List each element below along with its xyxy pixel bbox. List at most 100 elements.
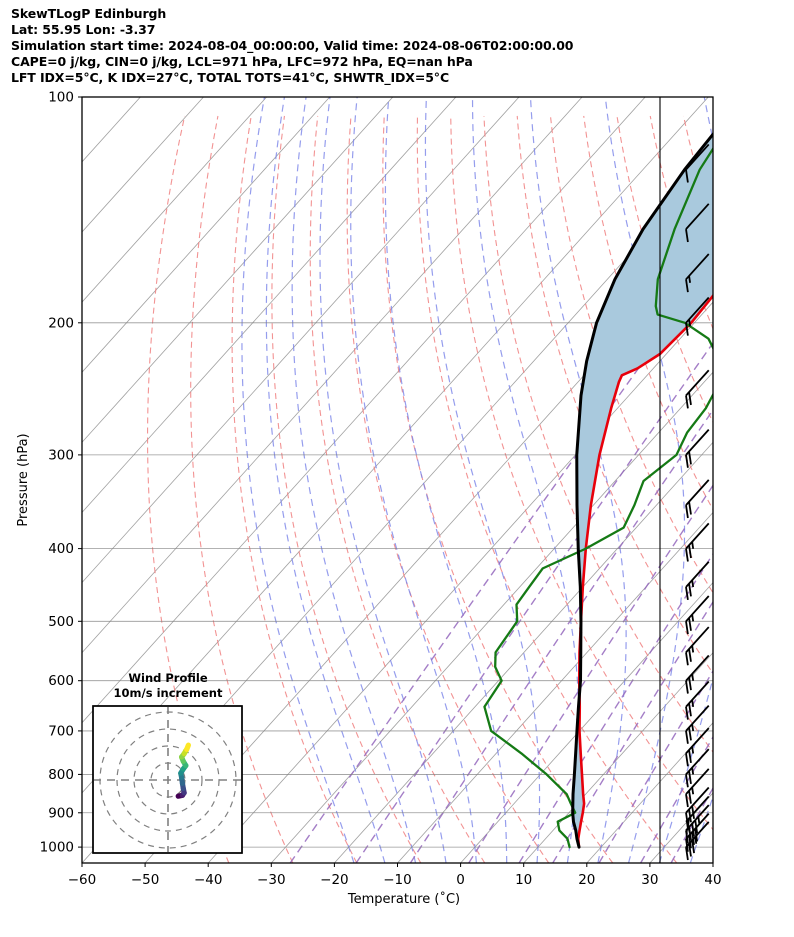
stability-indices-line: LFT IDX=5°C, K IDX=27°C, TOTAL TOTS=41°C… (11, 70, 450, 85)
dry-adiabat-50 (483, 115, 713, 753)
dry-adiabat-70 (549, 115, 713, 594)
temperature-tick-label: 20 (578, 872, 595, 888)
barb-full (688, 703, 692, 717)
dry-adiabat-0 (309, 115, 486, 863)
wind-barb (685, 654, 710, 694)
barb-full (685, 706, 689, 720)
barb-full (688, 843, 692, 857)
barb-half (691, 645, 695, 653)
temperature-line (571, 131, 713, 849)
dry-adiabat-lines (147, 115, 794, 863)
barb-full (691, 805, 695, 819)
wind-barb (685, 768, 710, 808)
pressure-tick-label: 400 (48, 541, 74, 557)
barb-shaft (685, 479, 710, 506)
barb-half (688, 319, 691, 327)
wind-barb (685, 203, 710, 243)
temperature-tick-label: 30 (641, 872, 658, 888)
mixing-ratio-2 (409, 408, 713, 863)
barb-half (691, 699, 695, 707)
isotherm--30 (271, 371, 713, 863)
barb-full (685, 279, 689, 293)
wind-barb (685, 748, 710, 788)
temperature-tick-label: 10 (515, 872, 532, 888)
barb-full (685, 504, 689, 519)
temperature-tick-label: −30 (257, 872, 286, 888)
x-axis-label: Temperature (˚C) (347, 891, 460, 907)
dry-adiabat--20 (231, 115, 358, 863)
cape-shaded-area (572, 134, 713, 848)
parcel-line (576, 293, 713, 849)
isotherm--130 (82, 97, 330, 373)
barb-full (688, 583, 692, 597)
moist-adiabat-50 (784, 97, 794, 863)
wind-barb (685, 804, 710, 844)
moist-adiabat--20 (241, 97, 355, 863)
temperature-tick-label: −20 (320, 872, 349, 888)
barb-full (685, 228, 689, 243)
barb-shaft (685, 296, 710, 324)
cape-fill (572, 134, 713, 848)
barb-shaft (685, 429, 710, 456)
barb-shaft (685, 561, 710, 588)
barb-half (688, 275, 691, 283)
barb-full (685, 846, 689, 861)
barb-full (685, 169, 689, 183)
mixing-ratio-24 (640, 735, 713, 863)
cape-cin-line: CAPE=0 j/kg, CIN=0 j/kg, LCL=971 hPa, LF… (11, 54, 473, 69)
barb-half (691, 614, 695, 622)
wind-barb (685, 296, 710, 336)
figure-title: SkewTLogP Edinburgh (11, 6, 167, 21)
isotherm--120 (82, 97, 394, 443)
dry-adiabat-140 (783, 116, 794, 788)
wind-barb (685, 369, 710, 409)
barb-full (685, 548, 689, 562)
wind-barb (685, 680, 710, 720)
hodograph-segment (184, 742, 191, 753)
barb-shaft (685, 768, 710, 795)
moist-adiabat-45 (753, 97, 794, 863)
barb-full (685, 454, 689, 468)
barb-half (691, 673, 695, 681)
barb-full (688, 501, 692, 515)
pressure-tick-label: 300 (48, 447, 74, 463)
temperature-tick-label: −60 (68, 872, 97, 888)
barb-full (691, 831, 695, 846)
barb-shaft (685, 727, 710, 754)
wind-barb (685, 522, 710, 562)
isotherm--150 (82, 97, 204, 233)
temperature-trace (571, 131, 713, 849)
barb-full (688, 648, 692, 662)
wind-barb (685, 595, 710, 635)
wind-barb (685, 727, 710, 767)
hodograph-inset-border (92, 705, 243, 854)
dry-adiabat--40 (147, 115, 230, 863)
barb-shaft (685, 522, 710, 550)
barb-half (697, 816, 701, 824)
dry-adiabat-130 (750, 116, 794, 818)
temperature-tick-label: 40 (704, 872, 721, 888)
isotherm--140 (82, 97, 267, 303)
isotherm--90 (82, 97, 583, 654)
barb-full (685, 774, 689, 788)
barb-shaft (685, 369, 710, 397)
barb-shaft (685, 705, 710, 732)
barb-half (691, 787, 695, 795)
dry-adiabat-60 (516, 115, 713, 675)
temperature-axis-ticks: −60 −50 −40 −30 −20 −10 0 10 20 30 40 (68, 863, 722, 888)
station-coordinates: Lat: 55.95 Lon: -3.37 (11, 22, 156, 37)
dry-adiabat-30 (416, 115, 678, 863)
barb-full (688, 545, 692, 559)
pressure-tick-label: 200 (48, 315, 74, 331)
barb-full (685, 830, 689, 844)
barb-full (691, 823, 695, 837)
barb-half (691, 767, 695, 775)
temperature-tick-label: −40 (194, 872, 223, 888)
pressure-tick-label: 800 (48, 767, 74, 783)
dry-adiabat--30 (190, 115, 294, 863)
barb-shaft (685, 804, 710, 831)
temperature-tick-label: −50 (131, 872, 160, 888)
mixing-ratio-32 (670, 786, 713, 863)
isotherm-10 (523, 652, 713, 863)
